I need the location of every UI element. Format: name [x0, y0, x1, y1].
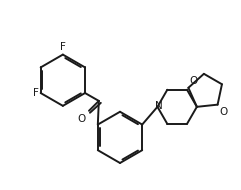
Text: O: O	[220, 107, 228, 117]
Text: O: O	[78, 114, 86, 124]
Text: N: N	[154, 101, 162, 111]
Text: O: O	[189, 76, 198, 86]
Text: F: F	[33, 88, 39, 98]
Text: F: F	[60, 42, 66, 52]
